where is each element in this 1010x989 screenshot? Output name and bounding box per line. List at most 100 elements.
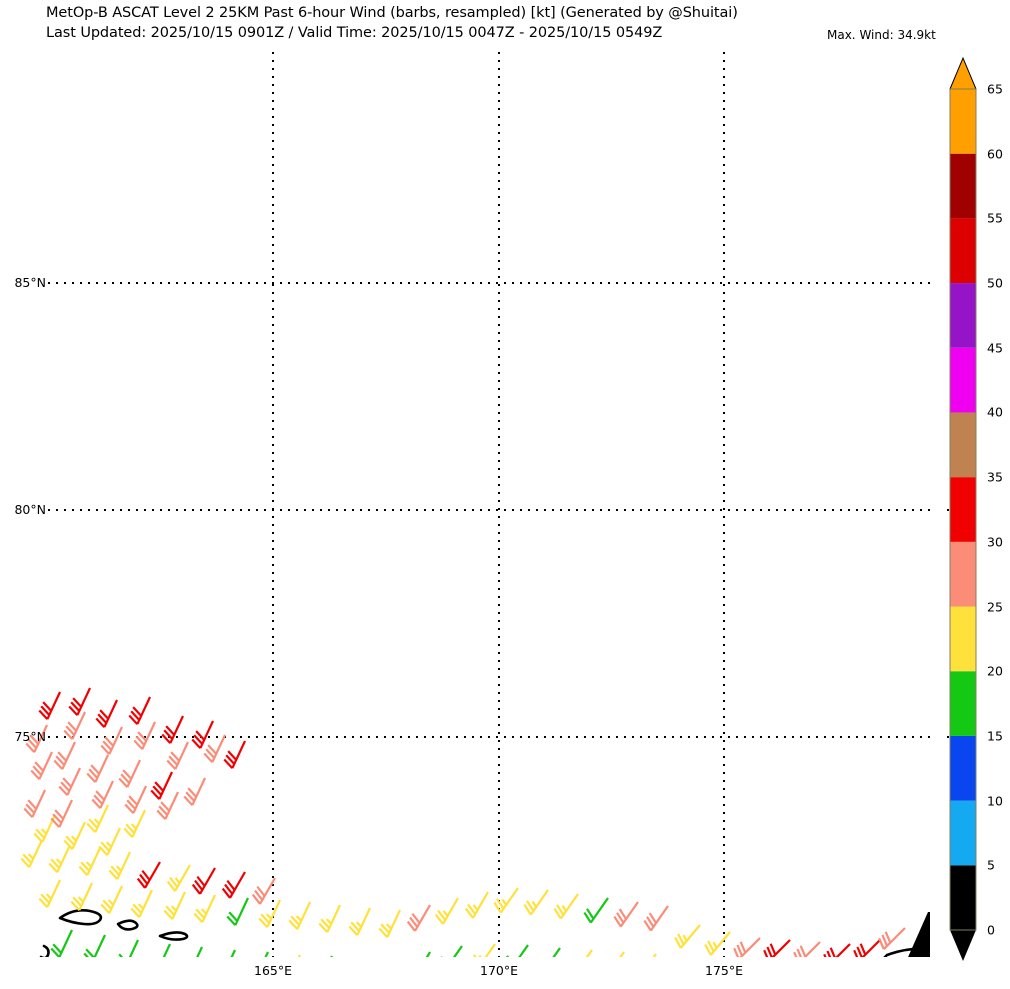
colorbar-band xyxy=(950,477,976,542)
barb-staff xyxy=(199,867,216,895)
barb-full-feather xyxy=(826,950,832,957)
barb-half-feather xyxy=(85,861,93,868)
barb-full-feather xyxy=(434,913,444,925)
wind-barb xyxy=(523,889,549,916)
barb-half-feather xyxy=(325,918,333,925)
barb-full-feather xyxy=(58,785,69,796)
wind-barb xyxy=(583,897,609,924)
wind-barb xyxy=(133,721,156,750)
map-canvas xyxy=(20,52,930,957)
colorbar-band xyxy=(950,606,976,672)
barb-staff xyxy=(108,726,123,755)
barb-full-feather xyxy=(100,841,111,852)
longitude-label: 170°E xyxy=(479,963,519,978)
barb-staff xyxy=(164,791,179,820)
barb-staff xyxy=(230,949,236,957)
barb-staff xyxy=(76,687,91,716)
wind-barb xyxy=(434,897,459,925)
barb-full-feather xyxy=(20,857,31,868)
wind-barb xyxy=(150,771,173,800)
colorbar-band xyxy=(950,865,976,930)
barb-full-feather xyxy=(193,912,204,923)
barb-staff xyxy=(108,885,123,914)
barb-staff xyxy=(386,909,401,938)
barb-staff xyxy=(128,939,139,957)
barb-half-feather xyxy=(70,835,78,842)
barb-half-feather xyxy=(55,858,63,865)
barb-full-feather xyxy=(35,828,46,839)
barb-full-feather xyxy=(141,869,151,881)
barb-half-feather xyxy=(200,908,208,915)
barb-full-feather xyxy=(187,787,198,798)
wind-barb xyxy=(674,924,701,949)
barb-full-feather xyxy=(163,729,174,740)
wind-barb xyxy=(226,897,249,926)
barb-full-feather xyxy=(163,909,174,920)
barb-full-feather xyxy=(110,865,121,876)
barb-full-feather xyxy=(796,948,802,957)
barb-full-feather xyxy=(523,903,532,916)
barb-full-feather xyxy=(95,790,106,801)
wind-barb xyxy=(123,809,146,838)
barb-staff xyxy=(191,777,206,806)
wind-barb xyxy=(613,901,639,928)
barb-full-feather xyxy=(646,916,655,928)
barb-half-feather xyxy=(137,903,145,910)
barb-staff xyxy=(452,945,463,957)
barb-full-feather xyxy=(55,755,66,766)
barb-full-feather xyxy=(27,738,38,749)
barb-full-feather xyxy=(133,739,144,750)
landmass-fill xyxy=(908,912,930,957)
barb-staff xyxy=(619,951,625,957)
wind-barb xyxy=(78,847,101,876)
barb-staff xyxy=(199,720,214,749)
barb-staff xyxy=(158,771,173,800)
wind-barb xyxy=(425,951,431,957)
barb-full-feather xyxy=(78,865,89,876)
barb-full-feather xyxy=(226,879,236,891)
barb-full-feather xyxy=(136,877,146,889)
barb-full-feather xyxy=(464,907,474,919)
wind-barb xyxy=(473,943,496,957)
barb-full-feather xyxy=(63,839,74,850)
barb-full-feather xyxy=(90,764,101,775)
barb-half-feather xyxy=(27,853,35,860)
barb-full-feather xyxy=(150,789,161,800)
wind-barb xyxy=(48,844,71,873)
wind-barb xyxy=(191,720,214,749)
barb-full-feather xyxy=(108,869,119,880)
barb-staff xyxy=(46,691,61,720)
wind-barb xyxy=(91,780,114,809)
barb-full-feather xyxy=(60,781,71,792)
barb-full-feather xyxy=(32,765,43,776)
barb-full-feather xyxy=(42,701,53,712)
barb-staff xyxy=(803,941,821,957)
barb-full-feather xyxy=(137,731,148,742)
barb-full-feather xyxy=(254,889,264,901)
wind-barb xyxy=(23,789,46,818)
barb-staff xyxy=(174,741,189,770)
barb-full-feather xyxy=(29,734,40,745)
barb-full-feather xyxy=(125,823,136,834)
barb-staff xyxy=(196,946,203,957)
wind-speed-colorbar: 0 5 10 15 20 25 30 35 40 45 50 55 60 65 xyxy=(945,56,1010,961)
wind-barb xyxy=(704,931,731,956)
barb-half-feather xyxy=(130,823,138,830)
colorbar-tick-label: 25 xyxy=(987,599,1003,615)
barb-half-feather xyxy=(107,899,115,906)
map-plot-area[interactable] xyxy=(0,52,930,957)
wind-barb xyxy=(25,724,48,753)
barb-staff xyxy=(414,904,431,932)
barb-full-feather xyxy=(88,768,99,779)
barb-full-feather xyxy=(290,915,301,926)
barb-full-feather xyxy=(258,917,269,928)
wind-barb xyxy=(50,799,73,828)
colorbar-band xyxy=(950,412,976,478)
barb-full-feather xyxy=(648,912,657,924)
barb-staff xyxy=(86,847,101,876)
barb-full-feather xyxy=(195,908,206,919)
barb-full-feather xyxy=(118,777,129,788)
barb-full-feather xyxy=(50,858,61,869)
colorbar-band xyxy=(950,541,976,607)
barb-full-feather xyxy=(130,907,141,918)
